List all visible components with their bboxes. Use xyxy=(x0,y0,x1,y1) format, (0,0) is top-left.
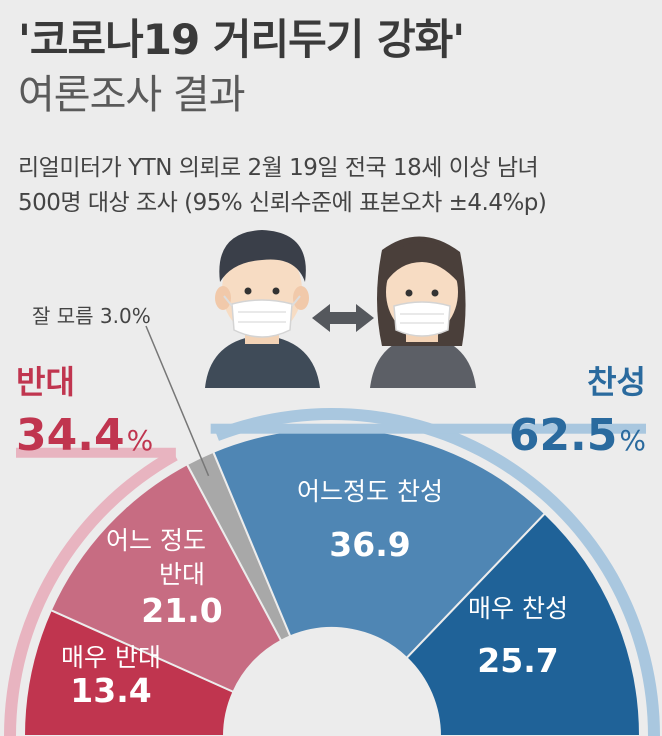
slice-label-line-1: 어느 정도 xyxy=(106,526,206,555)
oppose-group-value: 34.4 xyxy=(16,410,125,461)
slice-somewhat-oppose xyxy=(49,462,283,694)
support-group-label: 찬성 xyxy=(587,363,646,401)
slice-label-line-2: 반대 xyxy=(159,560,205,589)
woman-with-mask-icon xyxy=(370,236,476,388)
title: '코로나19 거리두기 강화' xyxy=(18,15,465,64)
oppose-group-band xyxy=(4,449,178,736)
slice-value: 21.0 xyxy=(141,591,222,630)
double-arrow-icon xyxy=(312,304,374,332)
slice-label: 매우 찬성 xyxy=(468,594,568,623)
dont-know-leader-line xyxy=(145,325,210,477)
slice-value: 25.7 xyxy=(477,641,558,680)
man-with-mask-icon xyxy=(205,230,320,388)
survey-description-line-2: 500명 대상 조사 (95% 신뢰수준에 표본오차 ±4.4%p) xyxy=(18,190,547,216)
survey-description-line-1: 리얼미터가 YTN 의뢰로 2월 19일 전국 18세 이상 남녀 xyxy=(18,155,539,181)
subtitle: 여론조사 결과 xyxy=(18,72,246,118)
oppose-underline xyxy=(16,447,176,458)
support-group-unit: % xyxy=(619,424,646,457)
support-group-value: 62.5 xyxy=(509,410,618,461)
slice-label: 매우 반대 xyxy=(61,643,161,672)
support-underline xyxy=(210,423,647,434)
oppose-group-unit: % xyxy=(127,424,154,457)
slice-value: 13.4 xyxy=(70,671,151,710)
slice-label: 어느정도 찬성 xyxy=(297,477,443,506)
oppose-group-label: 반대 xyxy=(16,363,75,401)
support-group-band xyxy=(214,407,661,736)
slice-strongly-support xyxy=(405,512,642,736)
slice-value: 36.9 xyxy=(329,525,410,564)
dont-know-annotation: 잘 모름 3.0% xyxy=(32,304,151,328)
